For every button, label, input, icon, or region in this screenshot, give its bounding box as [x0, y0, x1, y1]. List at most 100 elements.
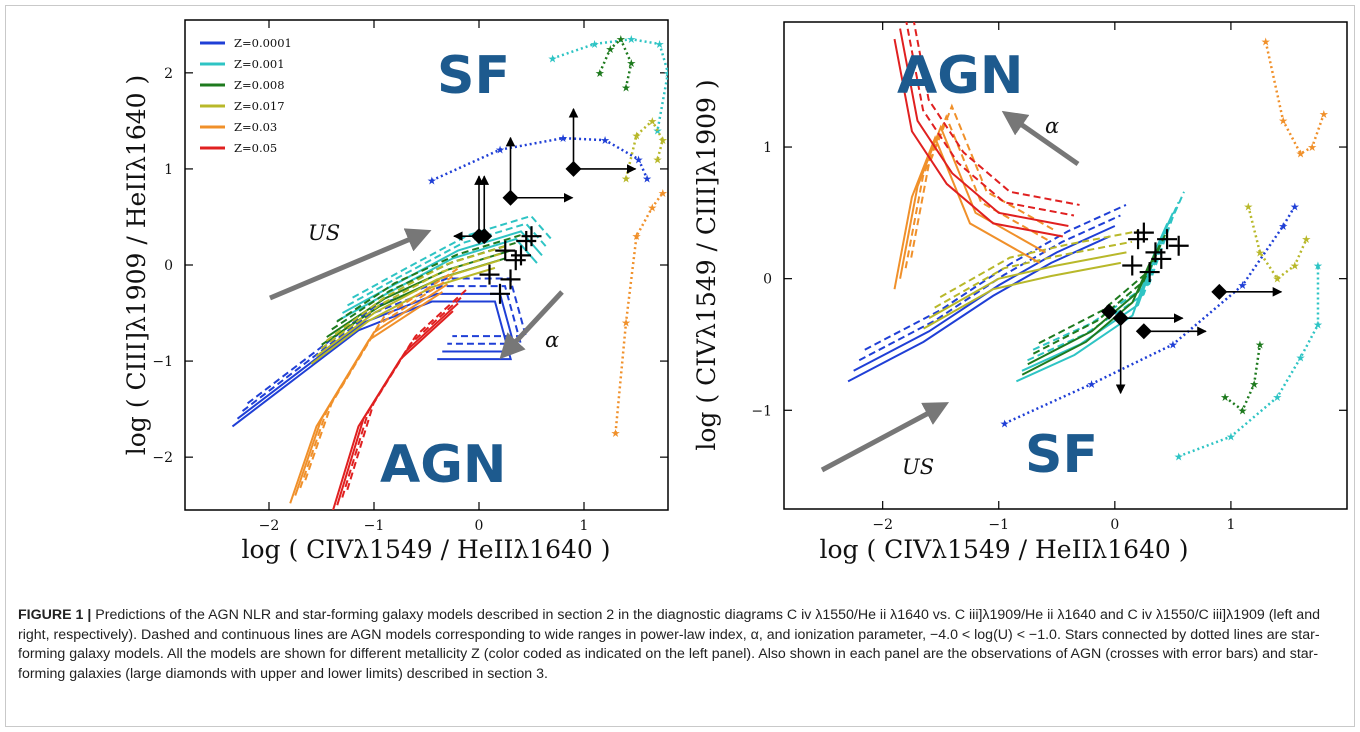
left-x-axis-title: log ( CIVλ1549 / HeIIλ1640 ) [241, 535, 610, 564]
sf-model-star: ★ [558, 132, 568, 145]
sf-model-star: ★ [1296, 148, 1306, 161]
agn-model-grid-line [241, 285, 523, 412]
sf-model-star: ★ [1313, 260, 1323, 273]
sf-model-star: ★ [595, 67, 605, 80]
agn-model-grid-line [310, 266, 496, 365]
right-x-axis-title: log ( CIVλ1549 / HeIIλ1640 ) [819, 535, 1188, 564]
y-tick-label: 0 [763, 272, 772, 288]
caption-text: Predictions of the AGN NLR and star-form… [18, 607, 1320, 682]
sf-model-star: ★ [1261, 36, 1271, 49]
x-tick-label: −2 [872, 517, 893, 533]
y-tick-label: −2 [152, 450, 173, 466]
agn-model-grid-line [246, 277, 528, 405]
sf-model-star: ★ [626, 57, 636, 70]
legend-label: Z=0.03 [234, 120, 277, 134]
sf-model-star: ★ [653, 124, 663, 137]
legend-label: Z=0.0001 [234, 36, 292, 50]
right-observations [1101, 222, 1283, 395]
sf-model-line-Z=0.0001 [431, 136, 649, 182]
right-alpha-label: α [1045, 114, 1059, 138]
left-us-arrow [269, 228, 432, 301]
agn-model-grid-line [231, 300, 513, 428]
sf-model-line-Z=0.008 [598, 37, 633, 88]
sf-model-star: ★ [1226, 431, 1236, 444]
sf-model-star: ★ [548, 52, 558, 65]
sf-model-star: ★ [1238, 404, 1248, 417]
agn-model-grid-line [1038, 230, 1168, 345]
agn-model-grid-line [341, 295, 464, 498]
sf-model-star: ★ [658, 187, 668, 200]
agn-model-grid-line [893, 135, 1041, 290]
y-tick-label: −1 [152, 354, 173, 370]
sf-model-star: ★ [621, 317, 631, 330]
agn-observation-cross [1139, 262, 1160, 283]
figure-caption: FIGURE 1 | Predictions of the AGN NLR an… [18, 606, 1340, 684]
agn-model-grid-line [910, 103, 1057, 258]
agn-observation-cross [1157, 229, 1178, 250]
left-sf-label: SF [437, 46, 510, 106]
sf-model-star: ★ [1278, 115, 1288, 128]
agn-observation-cross [479, 264, 500, 285]
sf-model-star: ★ [647, 115, 657, 128]
agn-model-grid-line [304, 268, 459, 481]
sf-model-star: ★ [590, 38, 600, 51]
agn-observation-cross [1128, 229, 1149, 250]
agn-observation-cross [516, 230, 537, 251]
sf-model-star: ★ [1272, 391, 1282, 404]
sf-model-star: ★ [611, 427, 621, 440]
sf-model-star: ★ [1255, 338, 1265, 351]
agn-model-grid-line [1032, 191, 1185, 351]
sf-model-star: ★ [1296, 352, 1306, 365]
sf-model-star: ★ [1301, 233, 1311, 246]
sf-model-star: ★ [653, 153, 663, 166]
left-y-axis-title: log ( CIII]λ1909 / HeIIλ1640 ) [122, 75, 151, 456]
metallicity-legend: Z=0.0001 Z=0.001 Z=0.008 Z=0.017 Z=0.03 Z=0.0… [200, 36, 292, 155]
right-us-label: US [902, 455, 934, 479]
agn-observation-cross [500, 269, 521, 290]
x-tick-label: 1 [580, 518, 589, 534]
right-y-axis-title: log ( CIVλ1549 / CIII]λ1909 ) [692, 79, 721, 450]
legend-label: Z=0.001 [234, 57, 285, 71]
sf-model-star: ★ [1319, 108, 1329, 121]
agn-model-grid-line [1027, 201, 1180, 362]
left-alpha-arrow [499, 290, 564, 360]
agn-observation-cross [1122, 255, 1143, 276]
sf-observation-diamond [502, 136, 574, 206]
sf-model-star: ★ [658, 134, 668, 147]
legend-label: Z=0.017 [234, 99, 285, 113]
right-axis-ticks: −2 −1 0 1 −1 0 1 [751, 22, 1347, 533]
right-sf-label: SF [1025, 425, 1098, 485]
left-observations [453, 107, 637, 304]
sf-model-star: ★ [1243, 200, 1253, 213]
agn-observation-cross [1168, 235, 1189, 256]
figure-frame [5, 5, 1355, 727]
y-tick-label: 0 [164, 258, 173, 274]
agn-model-grid-line [847, 235, 1110, 383]
agn-model-grid-line [905, 22, 1075, 217]
sf-model-star: ★ [663, 67, 673, 80]
sf-observation-diamond [1135, 323, 1207, 340]
x-tick-label: 0 [475, 518, 484, 534]
right-panel: −2 −1 0 1−101 ★★★★★★★★★★★★★★★★★★★★★★★★★★ AG… [692, 21, 1348, 564]
right-alpha-arrow [1001, 110, 1080, 167]
agn-observation-cross [490, 283, 510, 304]
sf-model-star: ★ [621, 81, 631, 94]
agn-model-grid-line [939, 230, 1138, 298]
agn-model-line-Z=0.017 [315, 259, 501, 358]
sf-model-star: ★ [642, 173, 652, 186]
agn-model-grid-line [858, 214, 1121, 362]
sf-model-line-Z=0.03 [1264, 41, 1325, 156]
y-tick-label: 1 [763, 140, 772, 156]
sf-model-star: ★ [632, 230, 642, 243]
right-model-series: ★★★★★★★★★★★★★★★★★★★★★★★★★★ [847, 22, 1329, 463]
sf-model-star: ★ [1272, 273, 1282, 286]
sf-observation-diamond [565, 107, 637, 177]
agn-model-line-Z=0.0001 [853, 225, 1116, 372]
agn-model-grid-line [346, 287, 469, 491]
left-axis-ticks: −2 −1 0 1 −2 −1 0 1 2 [152, 20, 668, 534]
agn-model-line-Z=0.03 [899, 124, 1046, 279]
sf-model-star: ★ [1290, 200, 1300, 213]
sf-model-line-Z=0.001 [552, 37, 668, 131]
agn-model-grid-line [325, 243, 511, 342]
